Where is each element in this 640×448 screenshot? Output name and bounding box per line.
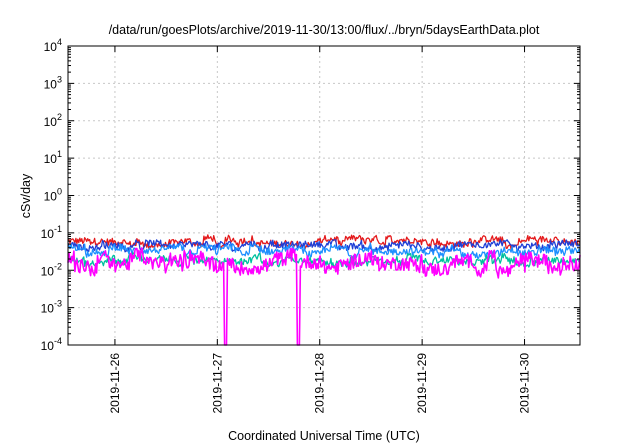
chart-title: /data/run/goesPlots/archive/2019-11-30/1… [109, 23, 540, 37]
y-tick-label: 101 [44, 149, 62, 166]
plot-frame [67, 45, 581, 346]
y-tick-label: 10-2 [41, 261, 62, 278]
series-line-5 [67, 247, 581, 346]
x-tick-labels: 2019-11-26 2019-11-27 2019-11-28 2019-11-29… [108, 353, 532, 414]
y-tick-label: 10-4 [41, 336, 62, 353]
x-tick-label: 2019-11-30 [518, 353, 532, 414]
x-tick-label: 2019-11-26 [108, 353, 122, 414]
y-tick-label: 103 [44, 74, 62, 91]
y-axis-label: cSv/day [19, 173, 33, 218]
y-tick-label: 104 [44, 37, 62, 54]
y-tick-labels: 10-4 10-3 10-2 10-1 100 101 102 103 104 [41, 37, 62, 353]
grid [68, 46, 580, 345]
y-tick-label: 100 [44, 187, 62, 204]
x-tick-label: 2019-11-28 [313, 353, 327, 414]
y-tick-label: 10-1 [41, 224, 62, 241]
x-tick-label: 2019-11-27 [210, 353, 224, 414]
x-axis-label: Coordinated Universal Time (UTC) [228, 429, 420, 443]
y-tick-label: 10-3 [41, 299, 62, 316]
series-line-1 [67, 234, 581, 251]
series-group [67, 234, 581, 346]
x-tick-label: 2019-11-29 [415, 353, 429, 414]
y-tick-label: 102 [44, 112, 62, 129]
